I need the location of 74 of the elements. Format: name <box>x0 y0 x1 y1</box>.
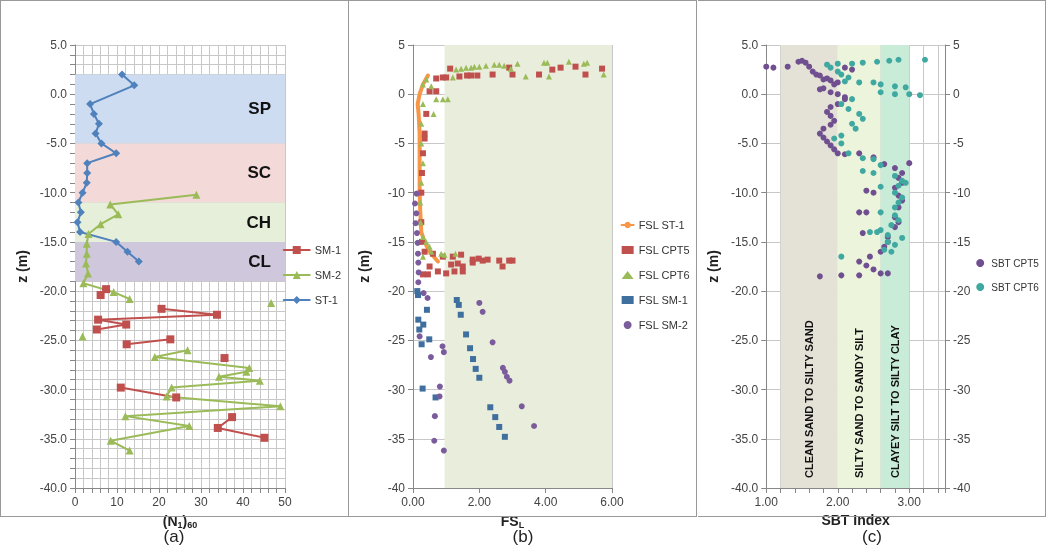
y-tick-label: 5.0 <box>50 38 68 52</box>
y-tick-label: -30.0 <box>39 382 68 397</box>
y-axis-title: z (m) <box>13 250 30 283</box>
y-tick-label: -10.0 <box>39 185 68 200</box>
y-tick-label: -15 <box>387 234 406 249</box>
y-tick-label: -5 <box>394 136 406 151</box>
y-tick-label: 0.0 <box>50 87 68 102</box>
x-tick-label: 30 <box>194 495 208 509</box>
x-tick-label: 4.00 <box>533 495 558 509</box>
y2-tick-label: -5 <box>953 136 964 151</box>
x-tick-label: 0 <box>71 495 79 509</box>
y2-tick-label: -35 <box>953 431 971 446</box>
band-label: CL <box>248 252 271 272</box>
x-tick-label: 50 <box>278 495 292 509</box>
y-tick-label: 0 <box>398 87 406 102</box>
y2-tick-label: -10 <box>953 185 971 200</box>
y-tick-label: -25 <box>387 333 406 348</box>
legend-label: FSL SM-2 <box>638 319 688 331</box>
y-tick-label: 5.0 <box>741 38 759 52</box>
legend-label: SM-2 <box>314 269 341 281</box>
y2-tick-label: -30 <box>953 382 971 397</box>
y-tick-label: -35.0 <box>730 431 759 446</box>
legend-label: FSL CPT5 <box>638 244 690 256</box>
y-tick-label: -5.0 <box>737 136 759 151</box>
band-label: SILTY SAND TO SANDY SILT <box>853 327 866 478</box>
y2-tick-label: 0 <box>953 87 960 102</box>
x-tick-label: 40 <box>236 495 250 509</box>
y-tick-label: -35.0 <box>39 431 68 446</box>
y-tick-label: -35 <box>387 431 406 446</box>
y-axis-title: z (m) <box>356 250 372 283</box>
x-tick-label: 1.00 <box>754 495 779 509</box>
band-label: CLEAN SAND TO SILTY SAND <box>803 320 816 478</box>
y-tick-label: -30 <box>387 382 406 397</box>
y-axis-title: z (m) <box>705 250 721 283</box>
x-tick-label: 20 <box>152 495 166 509</box>
band-label: CLAYEY SILT TO SILTY CLAY <box>888 324 901 478</box>
y-tick-label: -15.0 <box>730 234 759 249</box>
y-tick-label: -40.0 <box>730 481 759 495</box>
legend-label: SBT CPT5 <box>991 257 1040 269</box>
y-tick-label: -25.0 <box>39 333 68 348</box>
y-tick-label: -10.0 <box>730 185 759 200</box>
y-tick-label: -5.0 <box>46 136 68 151</box>
y2-tick-label: -20 <box>953 284 971 299</box>
legend-label: FSL CPT6 <box>638 269 690 281</box>
text: (c) <box>862 526 882 546</box>
legend-label: SM-1 <box>314 244 341 256</box>
x-tick-label: 2.00 <box>826 495 850 509</box>
x-tick-label: 6.00 <box>600 495 624 509</box>
x-tick-label: 0.00 <box>401 495 425 509</box>
band-label: SC <box>247 163 271 183</box>
y2-tick-label: -25 <box>953 333 971 348</box>
x-tick-label: 2.00 <box>467 495 492 509</box>
legend-label: FSL ST-1 <box>638 219 685 231</box>
y2-tick-label: -40 <box>953 481 971 495</box>
y-tick-label: 5 <box>398 38 406 52</box>
y-tick-label: 0.0 <box>741 87 759 102</box>
x-tick-label: 10 <box>110 495 124 509</box>
y-tick-label: -30.0 <box>730 382 759 397</box>
y-tick-label: -40.0 <box>39 481 68 495</box>
band-label: SP <box>248 99 271 119</box>
y-tick-label: -40 <box>387 481 406 495</box>
y-tick-label: -20.0 <box>730 284 759 299</box>
legend-label: SBT CPT6 <box>991 281 1040 293</box>
y-tick-label: -20.0 <box>39 284 68 299</box>
y2-tick-label: 5 <box>953 38 960 52</box>
band-label: CH <box>246 212 271 232</box>
legend-label: ST-1 <box>314 294 338 306</box>
y-tick-label: -25.0 <box>730 333 759 348</box>
y-tick-label: -10 <box>387 185 406 200</box>
legend-label: FSL SM-1 <box>638 294 688 306</box>
x-tick-label: 3.00 <box>897 495 922 509</box>
y2-tick-label: -15 <box>953 234 971 249</box>
y-tick-label: -20 <box>387 284 406 299</box>
y-tick-label: -15.0 <box>39 234 68 249</box>
